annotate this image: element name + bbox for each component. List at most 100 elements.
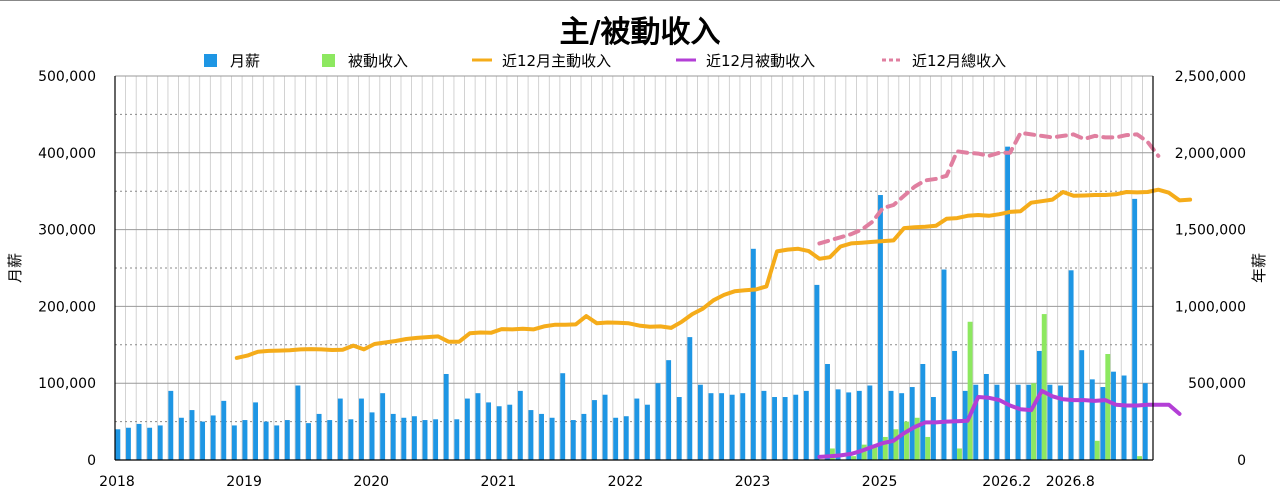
- salary-bar: [782, 397, 788, 460]
- salary-bar: [962, 390, 968, 460]
- left-tick-label: 400,000: [38, 146, 96, 162]
- salary-bar: [1142, 383, 1148, 460]
- salary-bar: [306, 423, 311, 460]
- salary-bar: [1036, 350, 1042, 460]
- right-tick-label: 2,500,000: [1175, 69, 1246, 85]
- salary-bar: [835, 389, 841, 460]
- salary-bar: [348, 419, 354, 460]
- salary-bar: [274, 425, 280, 460]
- salary-bar: [517, 390, 523, 460]
- salary-bar: [687, 337, 693, 460]
- salary-bar: [1132, 198, 1138, 460]
- salary-bar: [1121, 375, 1127, 460]
- salary-bar: [1015, 384, 1021, 460]
- grid: [114, 75, 1154, 461]
- axes: [114, 76, 1154, 461]
- left-tick-label: 100,000: [38, 376, 96, 392]
- salary-bar: [772, 397, 777, 460]
- salary-bar: [645, 404, 650, 460]
- salary-bar: [242, 420, 248, 460]
- salary-bar: [327, 420, 333, 460]
- salary-bar: [359, 398, 364, 460]
- salary-bar: [539, 413, 544, 460]
- salary-bar: [846, 392, 852, 460]
- salary-bar: [369, 412, 375, 460]
- salary-bar: [793, 394, 799, 460]
- right-tick-label: 1,500,000: [1175, 223, 1246, 239]
- left-tick-label: 300,000: [38, 223, 96, 239]
- salary-bar: [909, 387, 915, 460]
- right-tick-label: 1,000,000: [1175, 299, 1246, 315]
- salary-bar: [983, 373, 989, 460]
- salary-bar: [200, 421, 206, 460]
- salary-bar: [475, 393, 481, 460]
- salary-bar: [221, 400, 227, 460]
- salary-bar: [443, 373, 449, 460]
- salary-bar: [750, 248, 756, 460]
- x-tick-label: 2019: [226, 474, 262, 490]
- x-tick-label: 2023: [735, 474, 771, 490]
- salary-bar: [740, 393, 746, 460]
- salary-bar: [623, 416, 629, 460]
- passive-income-bar: [957, 448, 962, 460]
- salary-bar: [867, 385, 873, 460]
- right-axis-label: 年薪: [1250, 253, 1268, 283]
- salary-bar: [380, 393, 386, 460]
- salary-bar: [973, 384, 979, 460]
- salary-bar: [994, 384, 1000, 460]
- salary-bar: [708, 393, 714, 460]
- legend-label: 近12月主動收入: [502, 52, 611, 70]
- legend-swatch-salary: [204, 54, 217, 67]
- right-tick-label: 0: [1237, 453, 1246, 469]
- salary-bar: [1068, 270, 1074, 460]
- x-tick-label: 2022: [608, 474, 644, 490]
- salary-bar: [178, 417, 184, 460]
- x-tick-label: 2018: [99, 474, 135, 490]
- salary-bar: [761, 390, 767, 460]
- salary-bar: [1111, 371, 1116, 460]
- salary-bar: [433, 419, 439, 460]
- salary-bar: [411, 416, 417, 460]
- salary-bar: [888, 390, 894, 460]
- passive-income-bar: [882, 436, 888, 460]
- salary-bar: [930, 397, 936, 460]
- chart-title: 主/被動收入: [560, 15, 721, 50]
- salary-bar: [401, 417, 407, 460]
- legend-label: 近12月總收入: [912, 52, 1006, 70]
- salary-bar: [814, 284, 820, 460]
- total-income-12m-line: [817, 130, 1161, 246]
- legend-label: 被動收入: [348, 52, 408, 70]
- salary-bar: [803, 390, 809, 460]
- salary-bar: [210, 415, 216, 460]
- passive-income-bar: [1041, 314, 1047, 460]
- salary-bar: [1026, 384, 1032, 460]
- legend-label: 月薪: [230, 52, 260, 70]
- ticks: 0 100,000 200,000 300,000 400,000 500,000 0 500…: [38, 69, 1246, 490]
- salary-bar: [655, 383, 661, 460]
- salary-bar: [231, 425, 237, 460]
- salary-bar: [952, 350, 958, 460]
- salary-bar: [295, 385, 301, 460]
- x-tick-label: 2021: [480, 474, 516, 490]
- salary-bar: [1089, 379, 1095, 460]
- legend-swatch-passive: [322, 54, 335, 67]
- salary-bar: [189, 410, 195, 460]
- passive-income-bar: [904, 421, 909, 460]
- passive-income-bar: [872, 444, 878, 460]
- salary-bar: [337, 398, 343, 460]
- left-tick-label: 500,000: [38, 69, 96, 85]
- salary-bar: [147, 427, 153, 460]
- salary-bar: [602, 394, 608, 460]
- passive-income-bar: [851, 456, 857, 460]
- salary-bar: [454, 419, 460, 460]
- salary-bar: [719, 393, 725, 460]
- salary-bar: [560, 373, 566, 460]
- salary-bar: [825, 364, 830, 460]
- lines: [234, 130, 1193, 459]
- salary-bar: [676, 397, 682, 460]
- salary-bar: [496, 406, 502, 460]
- salary-bar: [115, 429, 121, 460]
